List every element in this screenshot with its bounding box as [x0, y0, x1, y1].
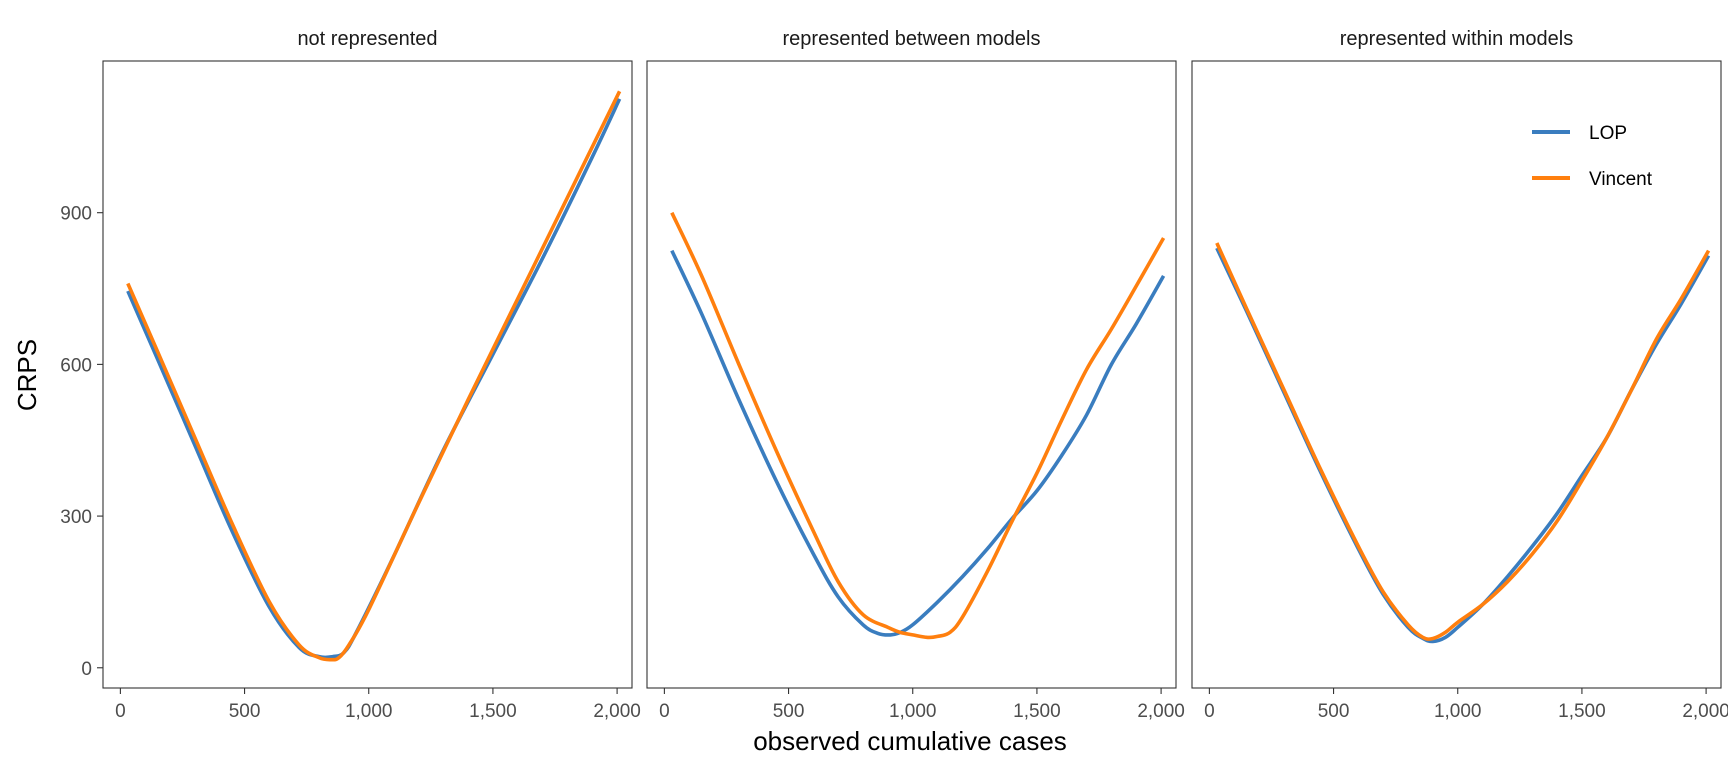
series-line-lop [1215, 247, 1711, 644]
x-tick-label: 0 [659, 701, 670, 722]
x-tick-label: 1,500 [1558, 701, 1606, 722]
panel-border [102, 60, 633, 689]
x-tick-label: 1,500 [469, 701, 517, 722]
y-tick-label: 600 [60, 355, 92, 376]
series-line-vincent [670, 211, 1166, 640]
x-tick-label: 500 [773, 701, 805, 722]
panel-border [646, 60, 1177, 689]
panel-title: represented between models [783, 28, 1041, 50]
panel-3: represented within models 0 500 1,000 1,500 2… [1191, 28, 1728, 722]
panel-1: not represented 0 500 1,000 1,500 2,000 0 300 60… [60, 28, 641, 722]
x-tick-label: 1,000 [345, 701, 393, 722]
x-axis-title: observed cumulative cases [753, 726, 1067, 756]
x-tick-label: 0 [115, 701, 126, 722]
x-tick-label: 500 [229, 701, 261, 722]
panel-border [1191, 60, 1722, 689]
legend-label-lop: LOP [1589, 123, 1627, 144]
x-tick-label: 2,000 [1682, 701, 1728, 722]
panel-2: represented between models 0 500 1,000 1,500… [646, 28, 1185, 722]
x-tick-label: 1,000 [889, 701, 937, 722]
y-tick-label: 900 [60, 204, 92, 225]
legend: LOP Vincent [1532, 123, 1653, 190]
legend-label-vincent: Vincent [1589, 169, 1653, 190]
x-tick-label: 2,000 [1137, 701, 1185, 722]
series-line-vincent [1215, 242, 1711, 641]
panel-title: represented within models [1340, 28, 1573, 50]
y-tick-label: 0 [81, 659, 92, 680]
series-line-lop [126, 98, 622, 660]
panel-title: not represented [297, 28, 437, 50]
x-tick-label: 1,000 [1434, 701, 1482, 722]
x-tick-label: 1,500 [1013, 701, 1061, 722]
panels: not represented 0 500 1,000 1,500 2,000 0 300 60… [60, 28, 1728, 722]
x-tick-label: 500 [1318, 701, 1350, 722]
y-axis-title: CRPS [12, 339, 42, 411]
series-line-lop [670, 249, 1166, 637]
x-tick-label: 0 [1204, 701, 1215, 722]
y-tick-label: 300 [60, 507, 92, 528]
x-tick-label: 2,000 [593, 701, 641, 722]
series-line-vincent [126, 90, 622, 662]
